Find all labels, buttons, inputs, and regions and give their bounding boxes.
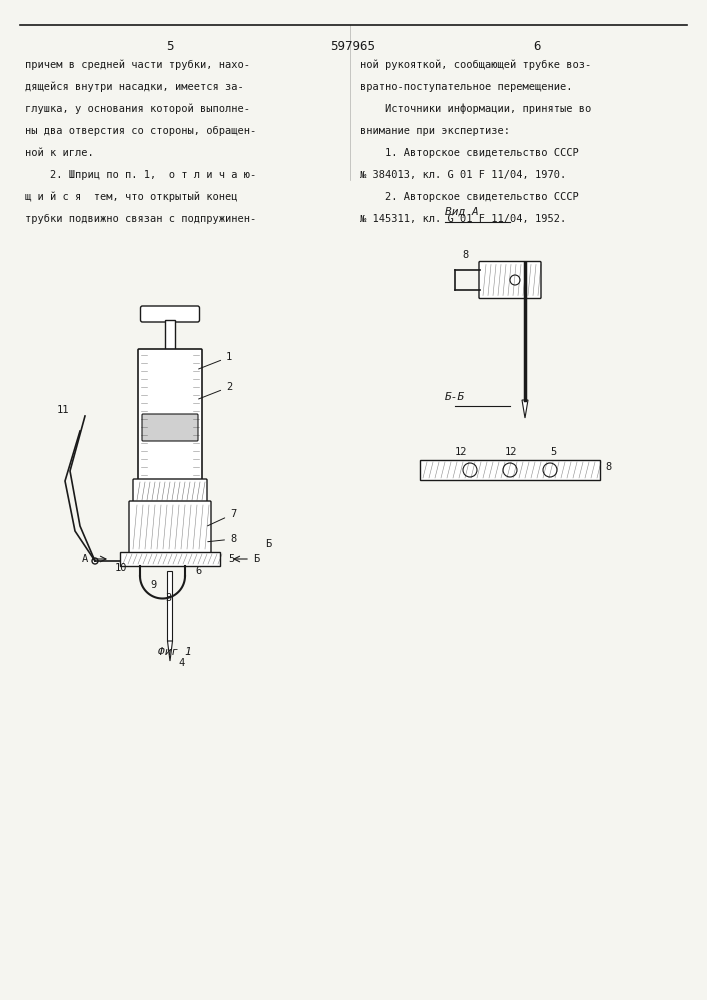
Text: 3: 3: [165, 593, 171, 603]
Text: Источники информации, принятые во: Источники информации, принятые во: [360, 104, 591, 114]
Bar: [120, 552, 220, 566]
Text: А: А: [82, 554, 88, 564]
Text: 5: 5: [228, 554, 234, 564]
Text: № 145311, кл. G 01 F 11/04, 1952.: № 145311, кл. G 01 F 11/04, 1952.: [360, 214, 566, 224]
Circle shape: [92, 558, 98, 564]
Text: трубки подвижно связан с подпружинен-: трубки подвижно связан с подпружинен-: [25, 214, 256, 224]
Text: ны два отверстия со стороны, обращен-: ны два отверстия со стороны, обращен-: [25, 126, 256, 136]
Text: 11: 11: [57, 405, 69, 415]
Bar: [165, 320, 175, 440]
Text: 2. Шприц по п. 1,  о т л и ч а ю-: 2. Шприц по п. 1, о т л и ч а ю-: [25, 170, 256, 180]
Polygon shape: [168, 641, 173, 661]
Text: 1: 1: [199, 352, 233, 369]
Circle shape: [543, 463, 557, 477]
Text: 8: 8: [462, 249, 468, 259]
Text: 10: 10: [115, 563, 127, 573]
Polygon shape: [522, 400, 528, 418]
Bar: [168, 571, 173, 641]
Text: 7: 7: [208, 509, 236, 526]
Text: внимание при экспертизе:: внимание при экспертизе:: [360, 126, 510, 136]
Text: 12: 12: [505, 447, 518, 457]
Text: дящейся внутри насадки, имеется за-: дящейся внутри насадки, имеется за-: [25, 82, 244, 93]
Text: 597965: 597965: [330, 40, 375, 53]
Text: вратно-поступательное перемещение.: вратно-поступательное перемещение.: [360, 82, 573, 92]
Text: № 384013, кл. G 01 F 11/04, 1970.: № 384013, кл. G 01 F 11/04, 1970.: [360, 170, 566, 180]
FancyBboxPatch shape: [133, 479, 207, 503]
FancyBboxPatch shape: [138, 349, 202, 481]
Text: щ и й с я  тем, что открытый конец: щ и й с я тем, что открытый конец: [25, 192, 238, 202]
Text: Б: Б: [265, 539, 271, 549]
Text: Б: Б: [253, 554, 259, 564]
Text: 2: 2: [199, 382, 233, 399]
Circle shape: [510, 275, 520, 285]
Text: 1. Авторское свидетельство СССР: 1. Авторское свидетельство СССР: [360, 148, 579, 158]
Text: ной к игле.: ной к игле.: [25, 148, 94, 158]
FancyBboxPatch shape: [142, 414, 198, 441]
Text: Б-Б: Б-Б: [445, 392, 465, 402]
Bar: [420, 460, 600, 480]
Text: 8: 8: [208, 534, 236, 544]
FancyBboxPatch shape: [479, 261, 541, 298]
Text: Вид А: Вид А: [445, 207, 479, 217]
Text: 5: 5: [166, 40, 174, 53]
Text: Фиг 1: Фиг 1: [158, 647, 192, 657]
Text: 6: 6: [533, 40, 541, 53]
Text: 5: 5: [550, 447, 556, 457]
Text: 12: 12: [455, 447, 467, 457]
FancyBboxPatch shape: [129, 501, 211, 553]
FancyBboxPatch shape: [141, 306, 199, 322]
Text: ной рукояткой, сообщающей трубке воз-: ной рукояткой, сообщающей трубке воз-: [360, 60, 591, 70]
Text: 4: 4: [178, 658, 185, 668]
Text: 2. Авторское свидетельство СССР: 2. Авторское свидетельство СССР: [360, 192, 579, 202]
Text: 9: 9: [150, 580, 156, 590]
Text: 8: 8: [605, 462, 612, 472]
Text: 6: 6: [195, 566, 201, 576]
Text: причем в средней части трубки, нахо-: причем в средней части трубки, нахо-: [25, 60, 250, 70]
Circle shape: [463, 463, 477, 477]
Text: глушка, у основания которой выполне-: глушка, у основания которой выполне-: [25, 104, 250, 114]
Circle shape: [503, 463, 517, 477]
